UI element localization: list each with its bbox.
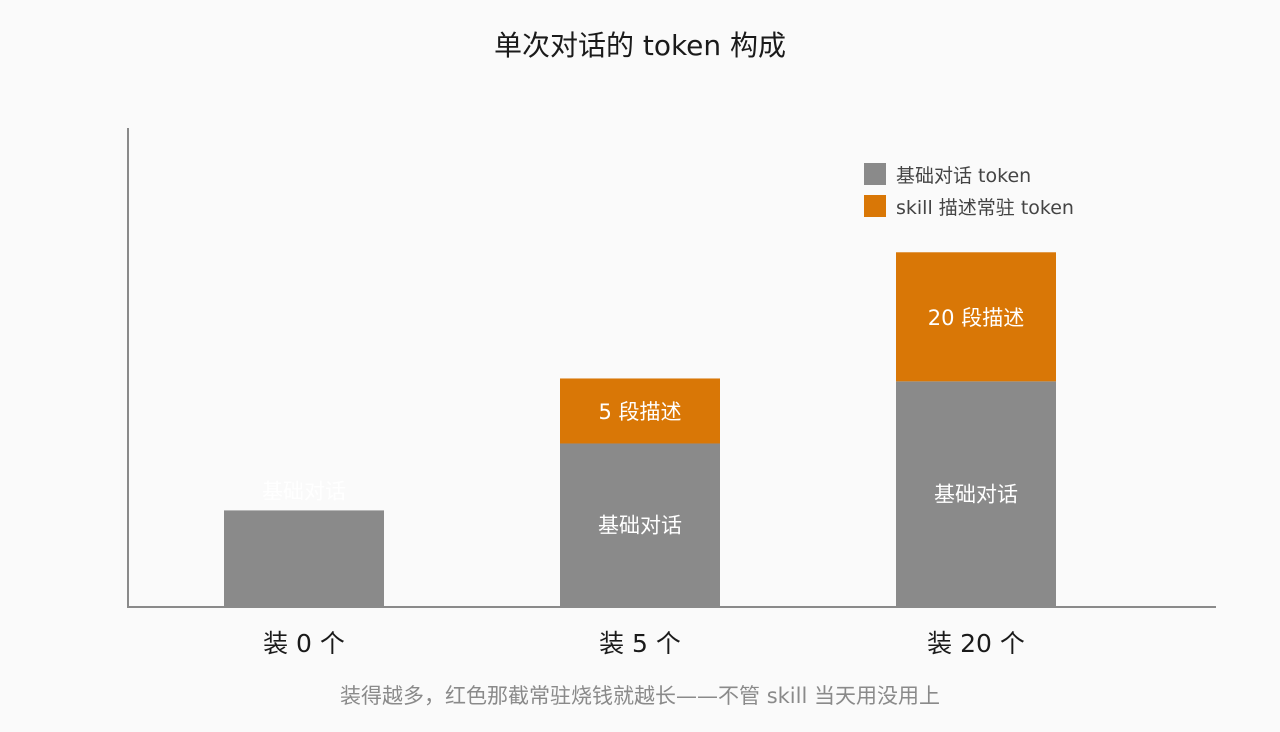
bar-base-2 [896,381,1056,606]
x-tick-labels: 装 0 个 装 5 个 装 20 个 [263,629,1025,658]
bar-base-1 [560,443,720,606]
legend: 基础对话 token skill 描述常驻 token [864,158,1074,222]
bars-layer [224,252,1056,606]
legend-swatch-base [864,163,886,185]
bar-label-skill-2: 20 段描述 [928,306,1024,330]
x-tick-label-1: 装 5 个 [599,629,681,658]
bar-label-base-0: 基础对话 [262,479,346,503]
legend-item-skill: skill 描述常驻 token [864,190,1074,222]
legend-label-skill: skill 描述常驻 token [896,196,1074,219]
bar-base-0 [224,510,384,606]
x-tick-label-0: 装 0 个 [263,629,345,658]
bar-label-base-1: 基础对话 [598,514,682,538]
bar-label-base-2: 基础对话 [934,483,1018,507]
chart-title: 单次对话的 token 构成 [493,29,787,62]
legend-label-base: 基础对话 token [896,164,1032,187]
chart-caption: 装得越多，红色那截常驻烧钱就越长——不管 skill 当天用没用上 [340,684,940,708]
bar-label-skill-1: 5 段描述 [598,400,681,424]
legend-swatch-skill [864,195,886,217]
bar-skill-1 [560,378,720,444]
x-tick-label-2: 装 20 个 [927,629,1025,658]
bar-skill-2 [896,252,1056,382]
legend-item-base: 基础对话 token [864,158,1074,190]
